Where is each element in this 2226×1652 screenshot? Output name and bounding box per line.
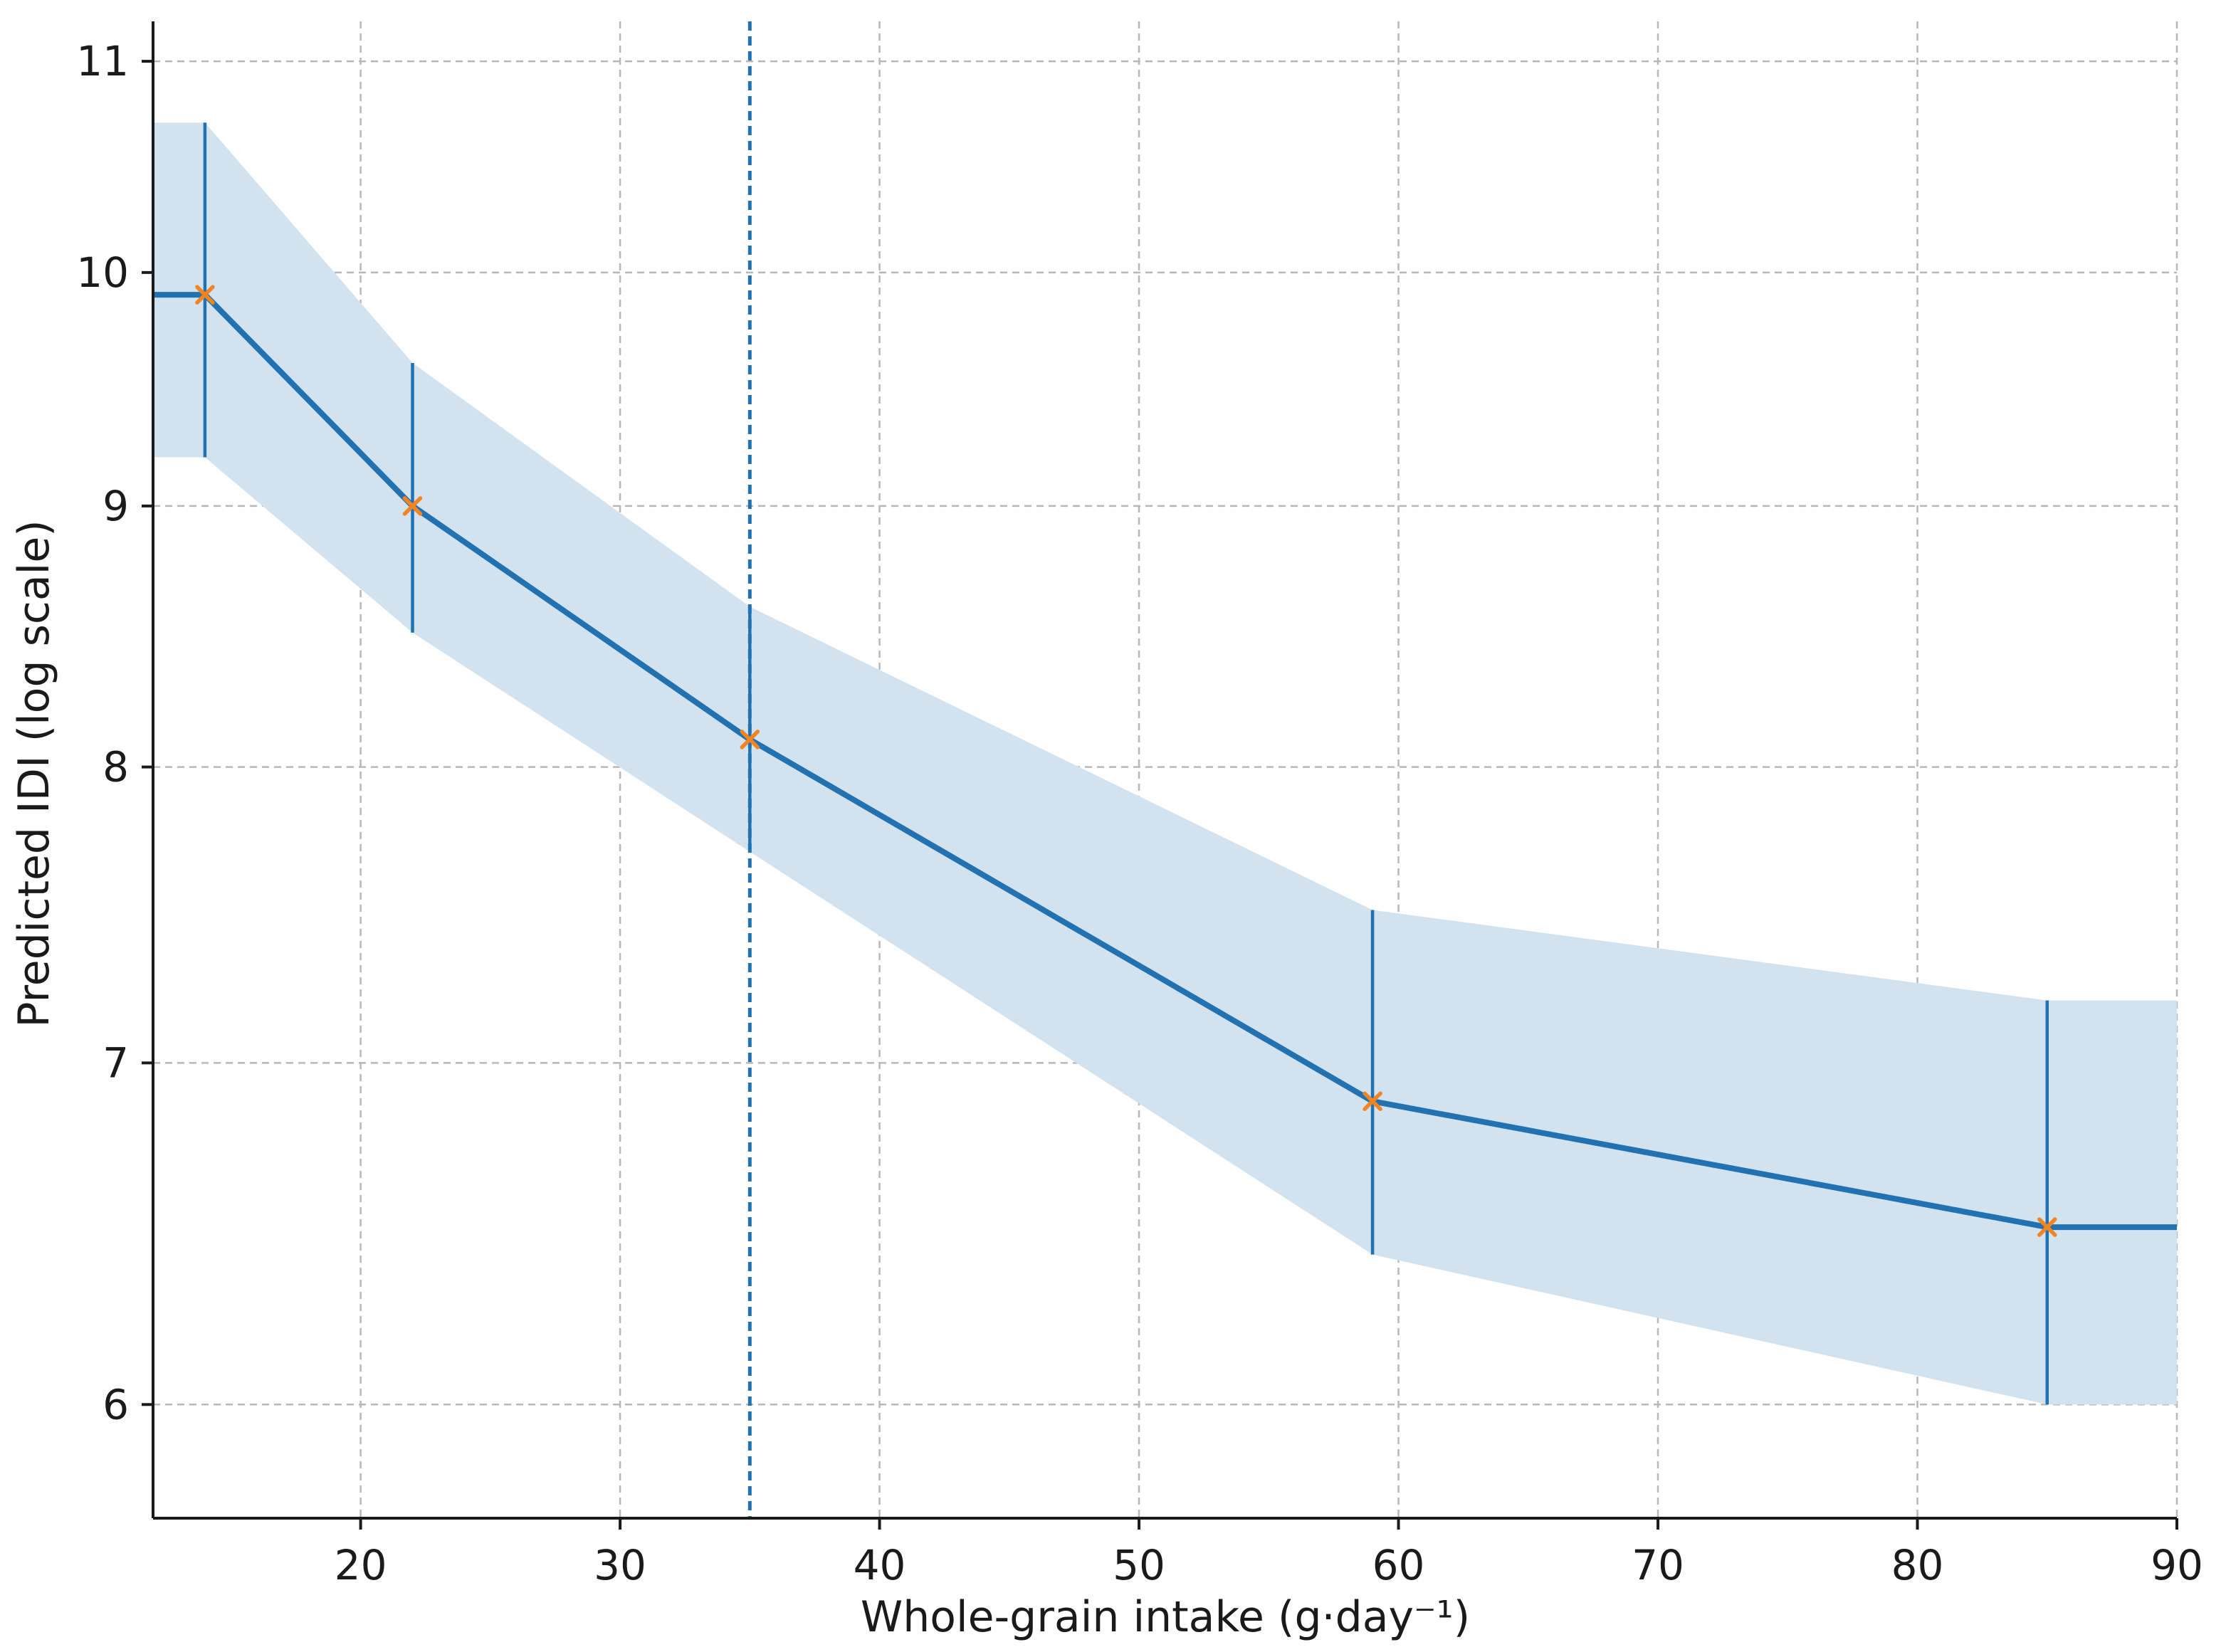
y-axis-label: Predicted IDI (log scale) bbox=[9, 520, 59, 1027]
x-axis-label: Whole-grain intake (g·day⁻¹) bbox=[861, 1592, 1470, 1642]
x-tick-label: 40 bbox=[854, 1541, 906, 1589]
data-point bbox=[2037, 1217, 2057, 1237]
x-tick-label: 20 bbox=[335, 1541, 387, 1589]
y-tick-label: 11 bbox=[76, 37, 129, 85]
y-tick-label: 8 bbox=[103, 743, 129, 791]
confidence-band-area bbox=[153, 122, 2177, 1405]
x-tick-label: 30 bbox=[594, 1541, 646, 1589]
error-bars bbox=[203, 122, 2049, 1405]
data-point bbox=[1363, 1091, 1382, 1111]
y-tick-label: 9 bbox=[103, 482, 129, 530]
data-point bbox=[402, 496, 423, 516]
y-tick-label: 6 bbox=[103, 1380, 129, 1429]
x-tick-label: 50 bbox=[1113, 1541, 1165, 1589]
marker-stroke bbox=[2037, 1217, 2057, 1237]
x-tick-label: 90 bbox=[2151, 1541, 2203, 1589]
data-point bbox=[740, 730, 760, 749]
x-tick-label: 60 bbox=[1372, 1541, 1425, 1589]
data-point bbox=[195, 285, 215, 305]
confidence-band bbox=[153, 122, 2177, 1405]
marker-stroke bbox=[1363, 1091, 1382, 1111]
marker-stroke bbox=[402, 496, 423, 516]
x-tick-label: 70 bbox=[1632, 1541, 1684, 1589]
axes bbox=[152, 21, 2177, 1520]
y-tick-label: 7 bbox=[103, 1038, 129, 1087]
tick-labels: 20 30 40 50 60 70 80 90 6 7 8 9 10 11 bbox=[76, 37, 2203, 1589]
x-tick-label: 80 bbox=[1891, 1541, 1944, 1589]
y-tick-label: 10 bbox=[76, 248, 129, 297]
marker-stroke bbox=[740, 730, 760, 749]
marker-stroke bbox=[195, 285, 215, 305]
point-markers bbox=[195, 285, 2057, 1237]
